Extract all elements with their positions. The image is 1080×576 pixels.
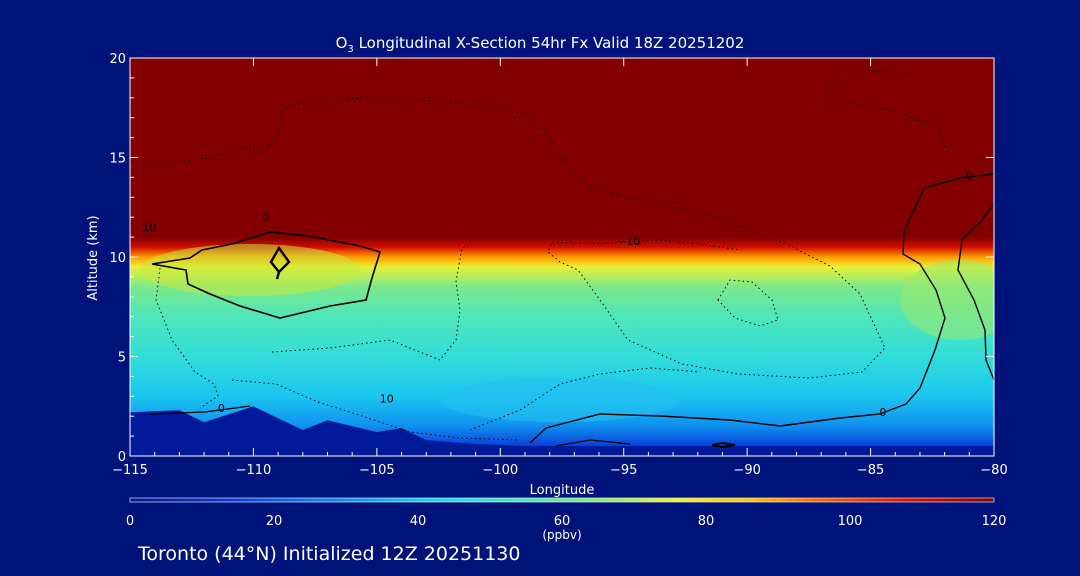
- contour-0-west-loop: [151, 231, 382, 319]
- contour-10-mid: [271, 244, 471, 361]
- x-tick-label: −105: [359, 463, 395, 478]
- ozone-lobe-west: [140, 244, 360, 296]
- contour-label: 0: [262, 211, 269, 224]
- colorbar-tick-label: 0: [126, 514, 134, 529]
- colorbar: [129, 497, 995, 503]
- contour-neg10-inner: [717, 279, 779, 327]
- x-tick-label: −110: [236, 463, 272, 478]
- contour-10-lower: [231, 379, 521, 441]
- footer-caption: Toronto (44°N) Initialized 12Z 20251130: [138, 543, 521, 565]
- low-ozone-pocket: [440, 378, 680, 422]
- y-tick-label: 15: [109, 152, 126, 167]
- colorbar-tick-label: 40: [410, 514, 427, 529]
- y-axis-label: Altitude (km): [86, 215, 101, 300]
- contour-lines: [134, 69, 994, 449]
- contour-0-east-inner: [957, 203, 994, 381]
- contour-label: 0: [966, 169, 973, 182]
- colorbar-tick-label: 120: [982, 514, 1007, 529]
- contour-neg10-upper: [134, 97, 886, 379]
- x-tick-label: −80: [980, 463, 1007, 478]
- contour-0-west-peak: [269, 245, 291, 280]
- colorbar-ticks: 0 20 40 60 80 100 120: [126, 514, 1007, 529]
- y-axis: 0 5 10 15 20: [109, 52, 994, 465]
- contour-lower-dotted: [469, 367, 701, 431]
- colorbar-tick-label: 60: [554, 514, 571, 529]
- colorbar-tick-label: 20: [266, 514, 283, 529]
- contour-label-group: 0 10 −10 0 0 −10 0: [133, 169, 973, 419]
- colorbar-units: (ppbv): [542, 528, 582, 542]
- ozone-lobe-east: [900, 260, 994, 340]
- colorbar-tick-label: 100: [838, 514, 863, 529]
- contour-label: 0: [879, 406, 886, 419]
- terrain-profile: [130, 406, 994, 456]
- x-tick-label: −85: [857, 463, 884, 478]
- contour-0-valley: [555, 439, 631, 447]
- x-tick-label: −90: [733, 463, 760, 478]
- y-tick-label: 5: [118, 351, 126, 366]
- contour-label: −10: [617, 235, 640, 248]
- y-tick-label: 20: [109, 52, 126, 67]
- x-axis: −115 −110 −105 −100 −95 −90 −85 −80: [112, 58, 1008, 478]
- y-tick-label: 0: [118, 450, 126, 465]
- contour-10-lower-left: [155, 267, 219, 409]
- y-tick-label: 10: [109, 251, 126, 266]
- x-tick-label: −95: [610, 463, 637, 478]
- contour-label: −10: [133, 221, 156, 234]
- contour-label: 0: [218, 402, 225, 415]
- contour-0-small-blob: [711, 441, 736, 449]
- x-tick-label: −100: [482, 463, 518, 478]
- contour-0-surface-left: [149, 405, 251, 415]
- x-axis-label: Longitude: [530, 483, 595, 498]
- contour-0-lower: [529, 173, 994, 444]
- chart-title: O3 Longitudinal X-Section 54hr Fx Valid …: [335, 34, 745, 55]
- colorbar-tick-label: 80: [698, 514, 715, 529]
- x-tick-label: −115: [112, 463, 148, 478]
- contour-label: 10: [380, 392, 394, 405]
